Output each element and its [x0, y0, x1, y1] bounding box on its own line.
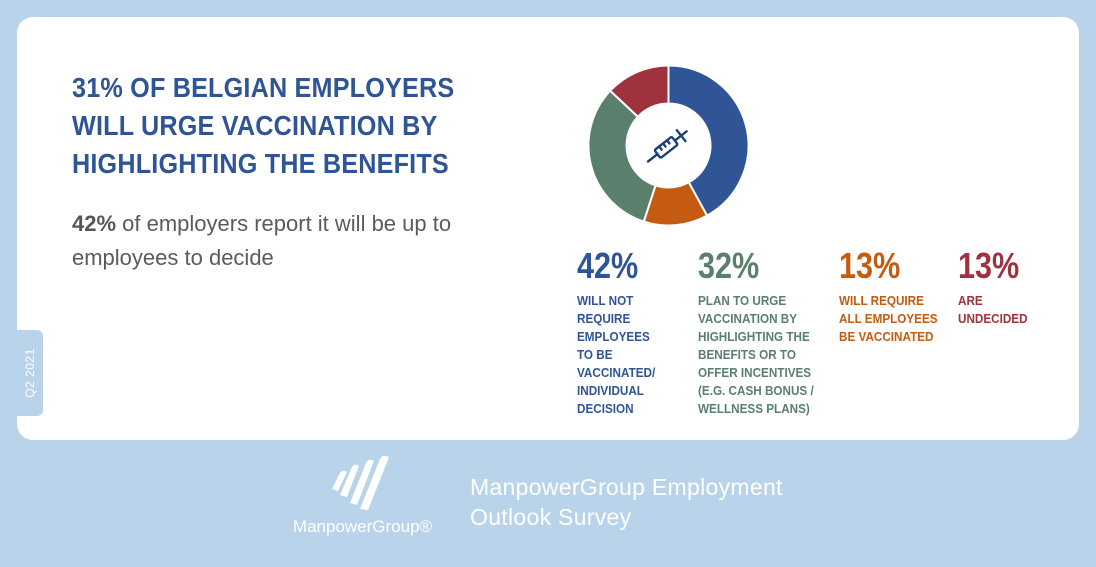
survey-title: ManpowerGroup Employment Outlook Survey: [470, 474, 783, 530]
manpowergroup-logo: ManpowerGroup®: [280, 455, 445, 550]
manpowergroup-logo-icon: [332, 455, 389, 510]
subtext: 42% of employers report it will be up to…: [72, 207, 542, 275]
subtext-body: of employers report it will be up to emp…: [72, 211, 452, 270]
stat-not-required: 42% Will not require employees to be vac…: [577, 246, 664, 418]
stat-label: Will require all employees be vaccinated: [839, 293, 938, 344]
stat-label: Will not require employees to be vaccina…: [577, 293, 656, 416]
stat-value: 42%: [577, 245, 639, 286]
stat-label: Plan to urge vaccination by highlighting…: [698, 293, 814, 416]
stat-value: 13%: [839, 245, 901, 286]
stat-undecided: 13% Are undecided: [958, 246, 1035, 328]
stat-require-all: 13% Will require all employees be vaccin…: [839, 246, 949, 346]
stat-label: Are undecided: [958, 293, 1028, 326]
subtext-highlight: 42%: [72, 211, 117, 236]
infographic-card: 31% of Belgian employers will urge vacci…: [17, 17, 1079, 440]
stat-value: 13%: [958, 245, 1020, 286]
donut-slice-urge-vaccination: [587, 89, 657, 223]
donut-chart: [587, 64, 750, 227]
donut-slice-undecided: [608, 64, 670, 119]
stat-value: 32%: [698, 245, 760, 286]
quarter-tag: Q2 2021: [17, 330, 43, 416]
stat-urge-vaccination: 32% Plan to urge vaccination by highligh…: [698, 246, 827, 418]
logo-wordmark: ManpowerGroup®: [292, 517, 433, 536]
donut-slice-not-required: [667, 64, 750, 217]
syringe-icon: [636, 113, 701, 178]
quarter-label: Q2 2021: [23, 348, 37, 398]
headline: 31% of Belgian employers will urge vacci…: [72, 72, 455, 179]
